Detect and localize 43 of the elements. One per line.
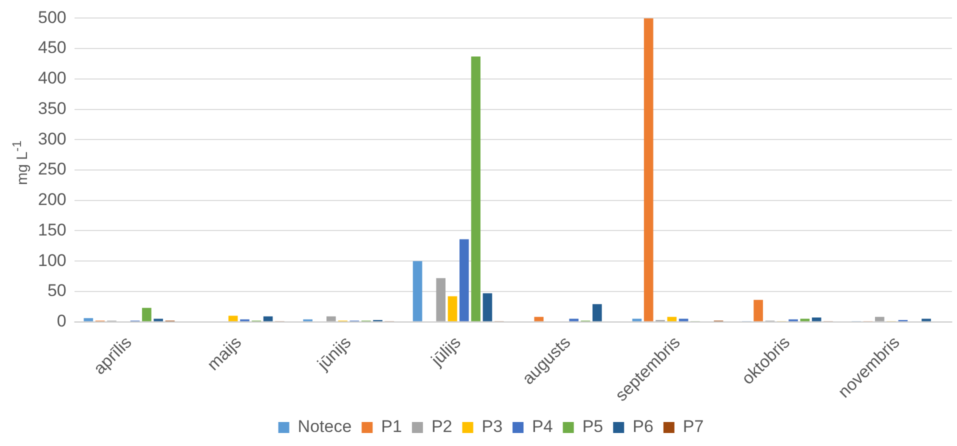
bar [667, 316, 677, 322]
y-tick-label: 250 [38, 160, 66, 179]
bar [436, 278, 446, 322]
bar [154, 318, 164, 322]
legend-label: P5 [582, 417, 604, 436]
bar [569, 318, 579, 322]
y-tick-label: 0 [56, 311, 66, 330]
bar [592, 304, 602, 322]
legend-label: Notece [298, 417, 352, 436]
bar [263, 316, 273, 322]
y-tick-label: 150 [38, 220, 66, 240]
y-tick-label: 300 [38, 129, 66, 148]
legend-label: P2 [431, 417, 452, 436]
legend-label: P7 [682, 417, 704, 436]
bar [228, 316, 238, 322]
bar [644, 18, 654, 322]
bar [800, 318, 810, 322]
bar [482, 293, 492, 322]
y-tick-label: 50 [47, 281, 66, 300]
bar [471, 56, 480, 322]
bar [632, 318, 642, 322]
legend-label: P3 [482, 417, 503, 436]
bar [412, 261, 422, 322]
y-tick-label: 500 [38, 8, 66, 27]
legend-label: P4 [532, 417, 553, 436]
bar [812, 318, 822, 322]
bar [142, 308, 152, 322]
y-tick-label: 350 [38, 98, 66, 118]
y-tick-label: 100 [38, 250, 66, 270]
bar [875, 316, 884, 322]
bar [534, 316, 544, 322]
bar [459, 239, 469, 322]
y-tick-label: 450 [38, 38, 66, 58]
bar [326, 316, 336, 322]
legend-label: P6 [632, 417, 654, 436]
bar [84, 318, 94, 322]
y-tick-label: 200 [38, 190, 66, 210]
legend-label: P1 [381, 417, 402, 436]
bar [678, 318, 688, 322]
bar [754, 300, 763, 322]
bar [922, 318, 931, 322]
y-tick-label: 400 [38, 68, 66, 88]
bar [448, 296, 458, 322]
